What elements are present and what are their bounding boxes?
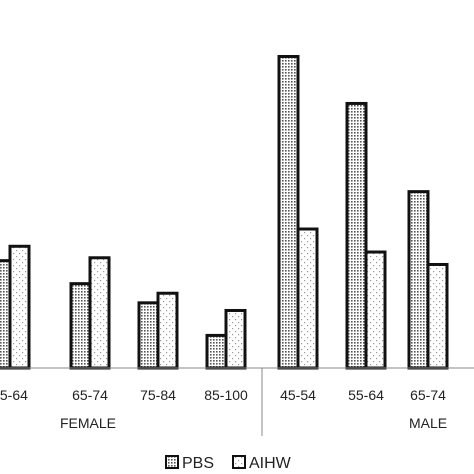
legend: PBS AIHW bbox=[165, 455, 292, 472]
bar-aihw-6 bbox=[426, 262, 449, 370]
x-tick-label: 75-84 bbox=[140, 387, 176, 403]
x-tick-label: 45-54 bbox=[280, 387, 316, 403]
legend-swatch-pbs bbox=[165, 455, 179, 469]
x-tick-label: 65-74 bbox=[72, 387, 108, 403]
legend-swatch-aihw bbox=[232, 455, 246, 469]
bar-pbs-1 bbox=[69, 282, 92, 370]
x-tick-label: 55-64 bbox=[348, 387, 384, 403]
bar-pbs-3 bbox=[205, 333, 228, 370]
bar-pbs-4 bbox=[277, 54, 300, 370]
bars-layer bbox=[0, 54, 449, 370]
group-label-male: MALE bbox=[409, 415, 447, 431]
x-tick-label: 85-100 bbox=[204, 387, 248, 403]
labels-layer: 55-64 65-74 75-84 85-100 45-54 55-64 65-74 FEMA… bbox=[0, 387, 447, 431]
bar-aihw-2 bbox=[156, 291, 179, 370]
bar-aihw-4 bbox=[296, 227, 319, 370]
bar-aihw-3 bbox=[224, 308, 247, 370]
bar-aihw-5 bbox=[364, 250, 387, 370]
x-tick-label: 55-64 bbox=[0, 387, 28, 403]
legend-label-aihw: AIHW bbox=[249, 455, 292, 472]
bar-pbs-5 bbox=[345, 101, 368, 370]
axis-layer bbox=[0, 367, 474, 436]
bar-aihw-1 bbox=[88, 256, 111, 370]
group-label-female: FEMALE bbox=[60, 415, 116, 431]
bar-aihw-0 bbox=[8, 244, 31, 370]
x-tick-label: 65-74 bbox=[410, 387, 446, 403]
bar-pbs-2 bbox=[137, 301, 160, 370]
legend-label-pbs: PBS bbox=[182, 455, 214, 472]
bar-pbs-6 bbox=[407, 190, 430, 370]
